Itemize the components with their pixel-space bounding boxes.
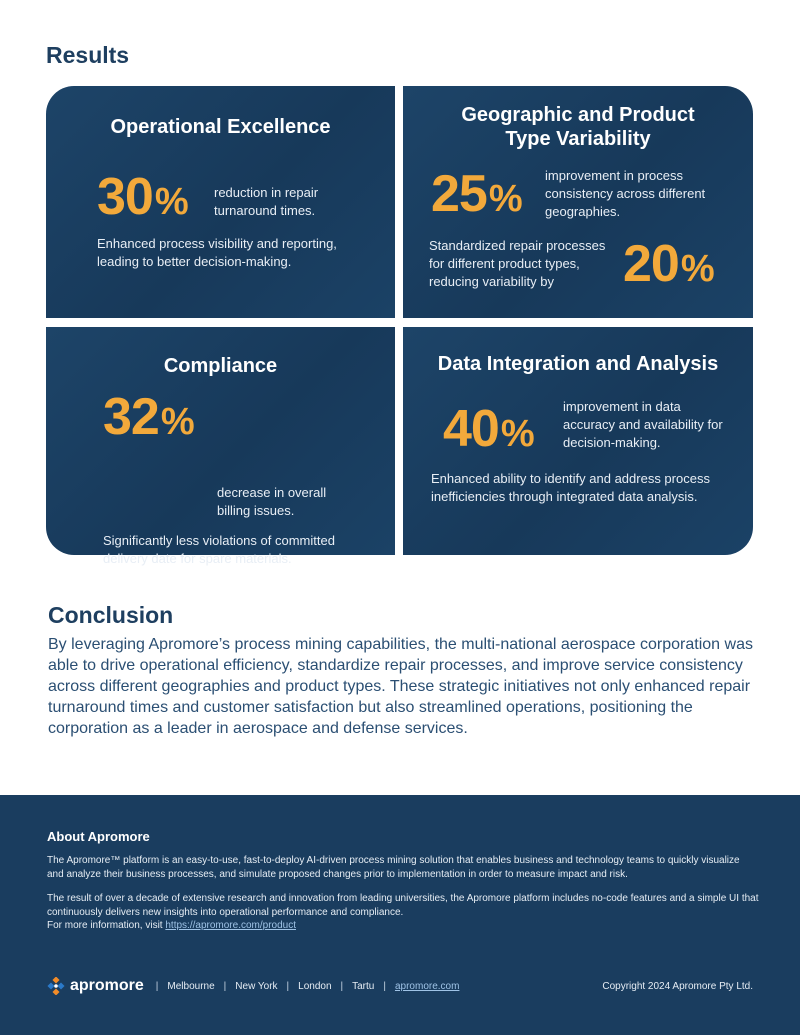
apromore-logo-icon bbox=[47, 977, 65, 995]
card-operational-excellence: Operational Excellence 30% reduction in … bbox=[46, 86, 395, 318]
stat-number: 25% bbox=[431, 165, 523, 223]
about-paragraph: The Apromore™ platform is an easy-to-use… bbox=[47, 855, 740, 880]
card-body: Enhanced ability to identify and address… bbox=[431, 471, 710, 504]
card-geographic-variability: Geographic and Product Type Variability … bbox=[403, 86, 753, 318]
card-body: Enhanced process visibility and reportin… bbox=[97, 236, 337, 269]
separator: | bbox=[223, 980, 227, 992]
stat-number: 30% bbox=[97, 168, 189, 226]
separator: | bbox=[286, 980, 290, 992]
product-link[interactable]: https://apromore.com/product bbox=[165, 920, 296, 931]
copyright: Copyright 2024 Apromore Pty Ltd. bbox=[602, 980, 753, 992]
card-title: Compliance bbox=[163, 355, 278, 377]
separator: | bbox=[340, 980, 344, 992]
stat-text: decrease in overall billing issues. bbox=[217, 485, 327, 518]
results-title: Results bbox=[46, 42, 130, 68]
location-london: London bbox=[298, 980, 332, 992]
apromore-logo[interactable]: apromore bbox=[47, 977, 144, 995]
site-link[interactable]: apromore.com bbox=[394, 980, 460, 992]
conclusion-text: By leveraging Apromore’s process mining … bbox=[48, 636, 753, 737]
card-title: Data Integration and Analysis bbox=[437, 353, 719, 375]
stat-number: 32% bbox=[103, 388, 195, 446]
card-title: Geographic and Product Type Variability bbox=[461, 104, 695, 150]
stat-text: Standardized repair processes for differ… bbox=[429, 238, 606, 289]
stat-number: 40% bbox=[443, 400, 535, 458]
about-paragraph: The result of over a decade of extensive… bbox=[47, 893, 759, 931]
conclusion-title: Conclusion bbox=[48, 602, 174, 628]
card-body: Significantly less violations of committ… bbox=[103, 533, 335, 566]
results-grid: Operational Excellence 30% reduction in … bbox=[46, 86, 753, 566]
stat-text: reduction in repair turnaround times. bbox=[214, 185, 319, 218]
footer: About Apromore The Apromore™ platform is… bbox=[0, 795, 800, 1035]
location-new-york: New York bbox=[235, 980, 278, 992]
stat-text: improvement in process consistency acros… bbox=[545, 168, 706, 219]
separator: | bbox=[383, 980, 386, 992]
stat-number: 20% bbox=[623, 235, 715, 293]
logo-text: apromore bbox=[70, 977, 144, 994]
card-compliance: Compliance 32% decrease in overall billi… bbox=[46, 327, 395, 566]
location-melbourne: Melbourne bbox=[167, 980, 215, 992]
card-data-integration: Data Integration and Analysis 40% improv… bbox=[403, 327, 753, 555]
stat-text: improvement in data accuracy and availab… bbox=[563, 399, 723, 450]
about-title: About Apromore bbox=[47, 829, 150, 844]
location-tartu: Tartu bbox=[352, 980, 375, 992]
separator: | bbox=[155, 980, 159, 992]
footer-bar: apromore | Melbourne | New York | London… bbox=[47, 975, 753, 997]
card-title: Operational Excellence bbox=[110, 116, 331, 138]
